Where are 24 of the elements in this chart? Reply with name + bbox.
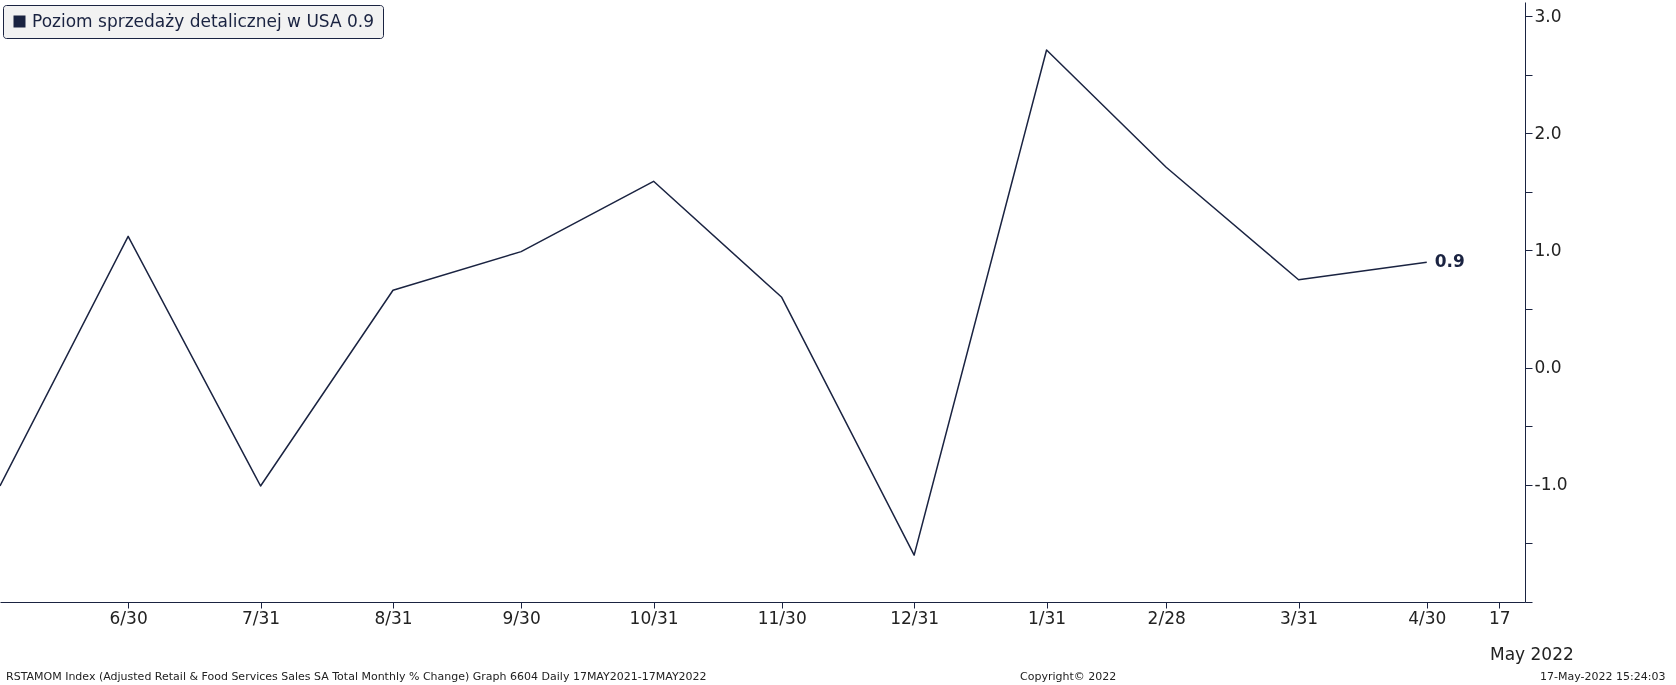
text: May 2022 [1490, 644, 1574, 664]
x-tick-label: 2/28 [1147, 607, 1186, 628]
text: Copyright© 2022 [1020, 670, 1117, 683]
legend-label: Poziom sprzedaży detalicznej w USA 0.9 [32, 10, 375, 31]
y-tick-label: -1.0 [1534, 474, 1568, 495]
y-tick-label: 1.0 [1534, 239, 1562, 260]
x-tick-label: 11/30 [757, 607, 807, 628]
y-tick-label: 2.0 [1534, 122, 1562, 143]
x-tick-label: 6/30 [109, 607, 148, 628]
x-tick-label: 1/31 [1027, 607, 1067, 628]
data-label: 0.9 [1434, 251, 1465, 272]
line-series [0, 49, 1428, 556]
text: 17-May-2022 15:24:03 [1540, 670, 1666, 683]
x-tick-label: 10/31 [629, 607, 679, 628]
x-tick-label: 9/30 [502, 607, 541, 628]
y-tick-label: 0.0 [1534, 357, 1562, 378]
y-tick-label: 3.0 [1534, 5, 1562, 26]
x-tick-label: 7/31 [241, 607, 281, 628]
text: RSTAMOM Index (Adjusted Retail & Food Services Sales SA Total Monthly % Change) Graph 6604 Daily 17MAY2021-17MAY2022 [6, 670, 707, 683]
x-tick-label: 3/31 [1280, 607, 1319, 628]
x-tick-label: 8/31 [374, 607, 413, 628]
x-tick-label: 17 [1489, 607, 1511, 628]
x-tick-label: 12/31 [890, 607, 940, 628]
x-tick-label: 4/30 [1408, 607, 1447, 628]
